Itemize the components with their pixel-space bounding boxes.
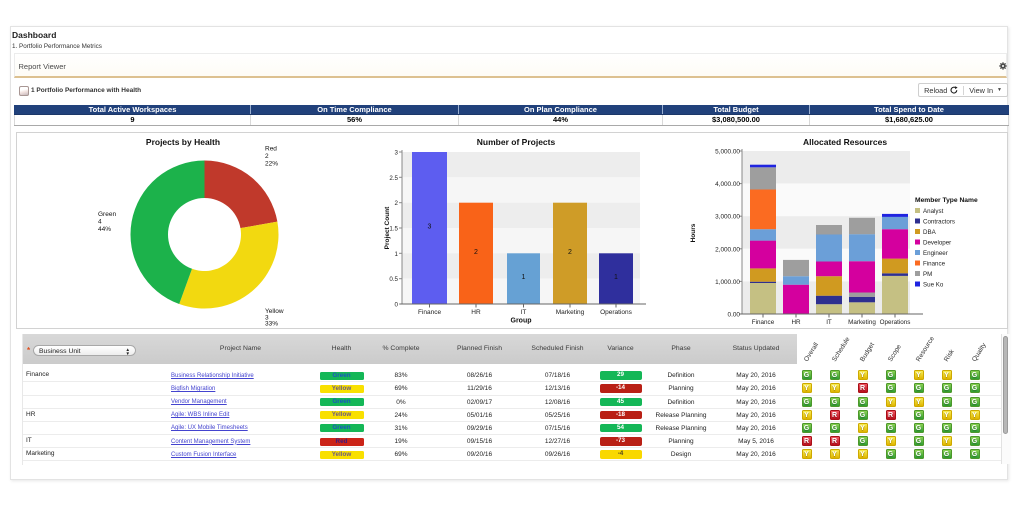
svg-text:Hours: Hours [690,223,697,242]
svg-text:0.00: 0.00 [728,312,741,319]
svg-text:Analyst: Analyst [923,208,944,215]
svg-text:DBA: DBA [923,229,937,236]
svg-text:2: 2 [568,249,572,256]
svg-text:1: 1 [522,274,526,281]
svg-text:4,000.00: 4,000.00 [715,181,740,188]
svg-text:Member Type Name: Member Type Name [915,197,978,204]
svg-text:HR: HR [791,319,801,326]
svg-text:3: 3 [428,224,432,231]
svg-text:4: 4 [98,219,102,226]
svg-text:Marketing: Marketing [848,319,876,326]
svg-text:Sue Ko: Sue Ko [923,282,944,289]
svg-text:2.5: 2.5 [389,175,398,182]
svg-text:3,000.00: 3,000.00 [715,214,740,221]
svg-text:33%: 33% [265,321,278,328]
svg-text:3: 3 [395,150,399,157]
svg-text:Red: Red [265,146,277,153]
svg-text:44%: 44% [98,226,111,233]
svg-text:Finance: Finance [752,319,775,326]
svg-text:Operations: Operations [880,319,911,326]
svg-text:Yellow: Yellow [265,308,284,315]
svg-text:PM: PM [923,271,932,278]
svg-text:Engineer: Engineer [923,250,948,257]
svg-text:2: 2 [265,153,269,160]
svg-text:Marketing: Marketing [556,309,585,316]
svg-text:2: 2 [474,249,478,256]
svg-text:Finance: Finance [923,261,946,268]
svg-text:1: 1 [614,274,618,281]
svg-text:Finance: Finance [418,309,442,316]
svg-text:3: 3 [265,315,269,322]
svg-text:0.5: 0.5 [389,276,398,283]
svg-text:Developer: Developer [923,240,951,247]
svg-text:Group: Group [511,318,532,325]
svg-text:1.5: 1.5 [389,226,398,233]
svg-text:2: 2 [395,200,399,207]
svg-text:0: 0 [395,302,399,309]
svg-text:Operations: Operations [600,309,633,316]
svg-text:2,000.00: 2,000.00 [715,246,740,253]
svg-text:1: 1 [395,251,399,258]
svg-text:IT: IT [826,319,832,326]
svg-text:5,000.00: 5,000.00 [715,149,740,156]
svg-text:Contractors: Contractors [923,219,955,226]
svg-text:22%: 22% [265,161,278,168]
svg-text:1,000.00: 1,000.00 [715,279,740,286]
svg-text:HR: HR [471,309,481,316]
svg-text:Project Count: Project Count [384,206,391,249]
svg-text:IT: IT [521,309,527,316]
svg-text:Green: Green [98,211,116,218]
